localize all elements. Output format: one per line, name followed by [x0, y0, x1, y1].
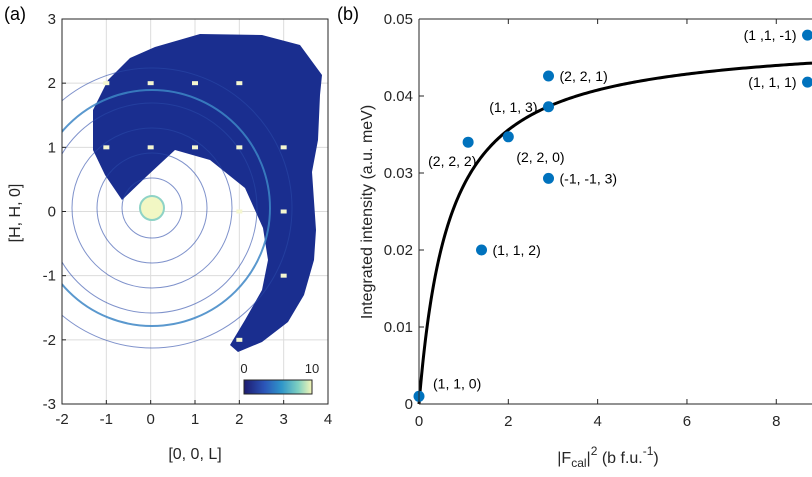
bragg-peak [103, 145, 110, 150]
scatter-xlabel: |Fcal|2 (b f.u.-1) [557, 444, 658, 470]
heatmap-data-region [93, 34, 322, 352]
bragg-peak [280, 273, 287, 278]
scatter-ytick-label: 0.02 [384, 242, 413, 259]
scatter-xtick-label: 8 [772, 413, 780, 430]
heatmap-xtick-label: 2 [235, 411, 243, 428]
heatmap-xtick-label: -1 [100, 411, 113, 428]
bragg-peak [147, 145, 154, 150]
bragg-peak [192, 81, 198, 86]
data-point [802, 76, 812, 88]
data-point-label: (1, 1, 3) [489, 99, 537, 115]
data-point [543, 172, 555, 184]
data-point [802, 29, 812, 41]
heatmap-ytick-label: 0 [48, 204, 56, 221]
bragg-peak [280, 145, 287, 150]
diffraction-ring [62, 102, 258, 314]
bragg-peak [192, 145, 198, 150]
heatmap-ytick-label: -2 [43, 332, 56, 349]
bragg-peak [236, 337, 243, 342]
diffraction-ring [96, 152, 208, 264]
diffraction-ring [121, 177, 183, 239]
data-point [502, 131, 514, 143]
data-point-label: (2, 2, 1) [560, 68, 608, 84]
heatmap-ytick-label: 2 [48, 75, 56, 92]
colorbar-max-label: 10 [305, 361, 319, 376]
bragg-peak [236, 145, 243, 150]
scatter-ytick-label: 0.04 [384, 88, 413, 105]
data-point-label: (1 ,1, -1) [744, 27, 797, 43]
fit-curve [417, 61, 812, 405]
scatter-ytick-label: 0.05 [384, 11, 413, 28]
data-point-label: (2, 2, 2) [428, 153, 476, 169]
panel-b-label: (b) [337, 4, 359, 24]
data-point [543, 70, 555, 82]
heatmap-ytick-label: 3 [48, 11, 56, 28]
bragg-peak [103, 81, 110, 86]
bragg-peak [236, 81, 243, 86]
heatmap-ylabel: [H, H, 0] [7, 184, 24, 243]
scatter-ytick-label: 0 [405, 396, 413, 413]
colorbar-min-label: 0 [240, 361, 247, 376]
data-point-label: (1, 1, 2) [493, 242, 541, 258]
scatter-xtick-label: 4 [593, 413, 601, 430]
heatmap-ytick-label: -1 [43, 268, 56, 285]
heatmap-ytick-label: 1 [48, 139, 56, 156]
diffraction-ring [62, 89, 271, 327]
data-point [543, 101, 555, 113]
panel-a-label: (a) [4, 4, 26, 24]
beamstop-hole [139, 195, 165, 221]
data-point-label: (1, 1, 1) [748, 74, 796, 90]
heatmap-xtick-label: 3 [279, 411, 287, 428]
bragg-peak [280, 209, 287, 214]
heatmap-ytick-label: -3 [43, 396, 56, 413]
bragg-peaks [103, 81, 287, 342]
scatter-ytick-label: 0.01 [384, 319, 413, 336]
diffraction-ring [71, 127, 233, 289]
diffraction-ring [62, 67, 293, 349]
data-point [476, 244, 488, 256]
data-point-label: (2, 2, 0) [516, 149, 564, 165]
data-point-label: (-1, -1, 3) [560, 170, 618, 186]
scatter-panel: 0 2 4 6 800.010.020.030.040.05 (1, 1, 0)(1, … [359, 11, 812, 470]
scatter-ylabel: Integrated intensity (a.u. meV) [359, 105, 376, 319]
scatter-xtick-label: 2 [504, 413, 512, 430]
data-point-label: (1, 1, 0) [433, 375, 481, 391]
heatmap-xtick-label: 4 [324, 411, 332, 428]
heatmap-xtick-label: 0 [146, 411, 154, 428]
data-point [462, 136, 474, 148]
bragg-peak [147, 81, 154, 86]
colorbar [243, 379, 313, 395]
diffraction-rings [62, 67, 293, 349]
heatmap-xtick-label: 1 [191, 411, 199, 428]
scatter-ytick-label: 0.03 [384, 165, 413, 182]
scatter-points: (1, 1, 0) (1, 1, 2) (2, 2, 2) (2, 2, 0) (-1,… [413, 27, 812, 402]
scatter-xtick-label: 6 [683, 413, 691, 430]
scatter-ticks: 0 2 4 6 8 0 0.01 0.02 0.03 0.04 0.05 [384, 11, 781, 430]
bragg-peak [236, 209, 243, 214]
heatmap-xtick-label: -2 [55, 411, 68, 428]
heatmap-xlabel: [0, 0, L] [168, 446, 221, 463]
scatter-xtick-label: 0 [415, 413, 423, 430]
